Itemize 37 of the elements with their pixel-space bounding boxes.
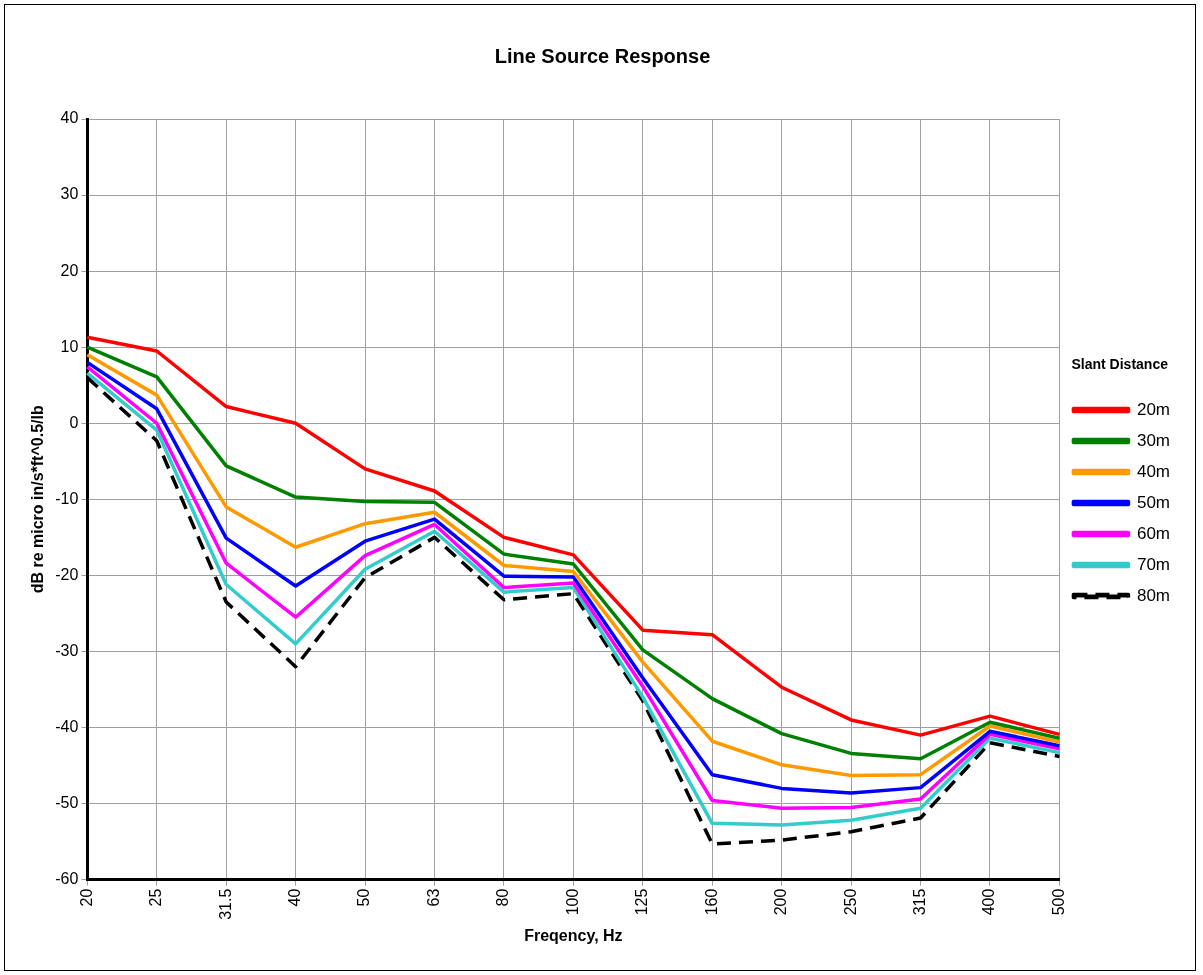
x-tick-label: 250 — [841, 888, 859, 916]
x-tick-label: 31.5 — [216, 888, 234, 920]
y-tick-label: -40 — [55, 717, 79, 735]
x-tick-label: 20 — [77, 888, 95, 907]
y-tick-label: 0 — [69, 413, 79, 431]
x-tick-label: 160 — [702, 888, 720, 916]
legend-label: 60m — [1136, 523, 1171, 543]
x-tick-label: 80 — [494, 888, 512, 907]
legend-label: 30m — [1136, 430, 1171, 450]
legend-label: 50m — [1136, 492, 1171, 512]
x-tick-label: 25 — [147, 888, 165, 907]
y-tick-label: 10 — [60, 337, 79, 355]
y-tick-label: 40 — [60, 109, 79, 127]
y-axis-title: dB re micro in/s*ft^0.5/lb — [29, 405, 47, 594]
y-tick-label: -50 — [55, 794, 79, 811]
y-tick-label: -10 — [55, 489, 79, 507]
x-tick-label: 500 — [1049, 888, 1067, 916]
x-tick-label: 125 — [633, 888, 651, 916]
y-tick-label: -30 — [55, 641, 79, 659]
y-tick-label: 20 — [60, 261, 79, 279]
legend-label: 80m — [1136, 585, 1171, 605]
y-tick-label: -60 — [55, 870, 79, 888]
x-tick-label: 63 — [424, 888, 442, 907]
y-tick-label: -20 — [55, 565, 79, 583]
chart-title: Line Source Response — [494, 44, 711, 67]
legend-title: Slant Distance — [1071, 356, 1169, 373]
legend-label: 70m — [1136, 554, 1171, 574]
x-tick-label: 40 — [286, 888, 304, 907]
legend-label: 40m — [1136, 461, 1171, 481]
x-tick-label: 50 — [355, 888, 373, 907]
y-tick-label: 30 — [60, 185, 79, 203]
x-tick-label: 315 — [910, 888, 928, 916]
legend-label: 20m — [1136, 399, 1171, 419]
x-tick-label: 400 — [980, 888, 998, 916]
x-tick-label: 100 — [563, 888, 581, 916]
x-axis-title: Freqency, Hz — [524, 926, 623, 944]
x-tick-label: 200 — [772, 888, 790, 916]
